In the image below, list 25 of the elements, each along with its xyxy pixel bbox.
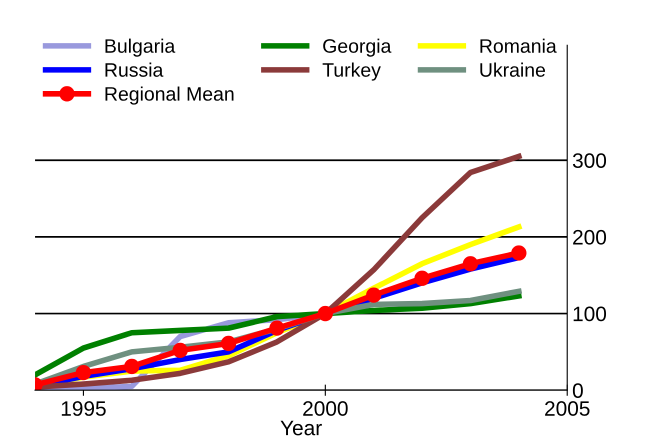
x-tick-label: 2005	[545, 401, 590, 416]
point	[462, 256, 478, 272]
point	[172, 342, 188, 358]
point	[414, 270, 430, 286]
point	[76, 364, 92, 380]
x-tick-label: 2000	[303, 401, 348, 416]
legend-label: Bulgaria	[106, 38, 176, 57]
y-tick-label: 100	[574, 306, 606, 322]
point	[269, 320, 285, 336]
point	[318, 306, 333, 322]
point	[366, 288, 382, 303]
y-tick-label: 200	[573, 230, 606, 245]
point	[220, 336, 236, 352]
legend-label: Russia	[106, 62, 164, 77]
legend-label: Ukraine	[480, 62, 546, 77]
y-tick-label: 300	[572, 153, 606, 168]
x-axis-title: Year	[280, 420, 322, 436]
legend-label: Regional Mean	[106, 86, 234, 105]
point	[124, 358, 140, 374]
legend-label: Turkey	[322, 62, 381, 81]
legend-label: Georgia	[323, 38, 392, 57]
point	[511, 245, 526, 261]
y-tick-label: 0	[572, 383, 583, 398]
x-tick-label: 1995	[62, 401, 106, 416]
legend-label: Romania	[480, 38, 557, 53]
